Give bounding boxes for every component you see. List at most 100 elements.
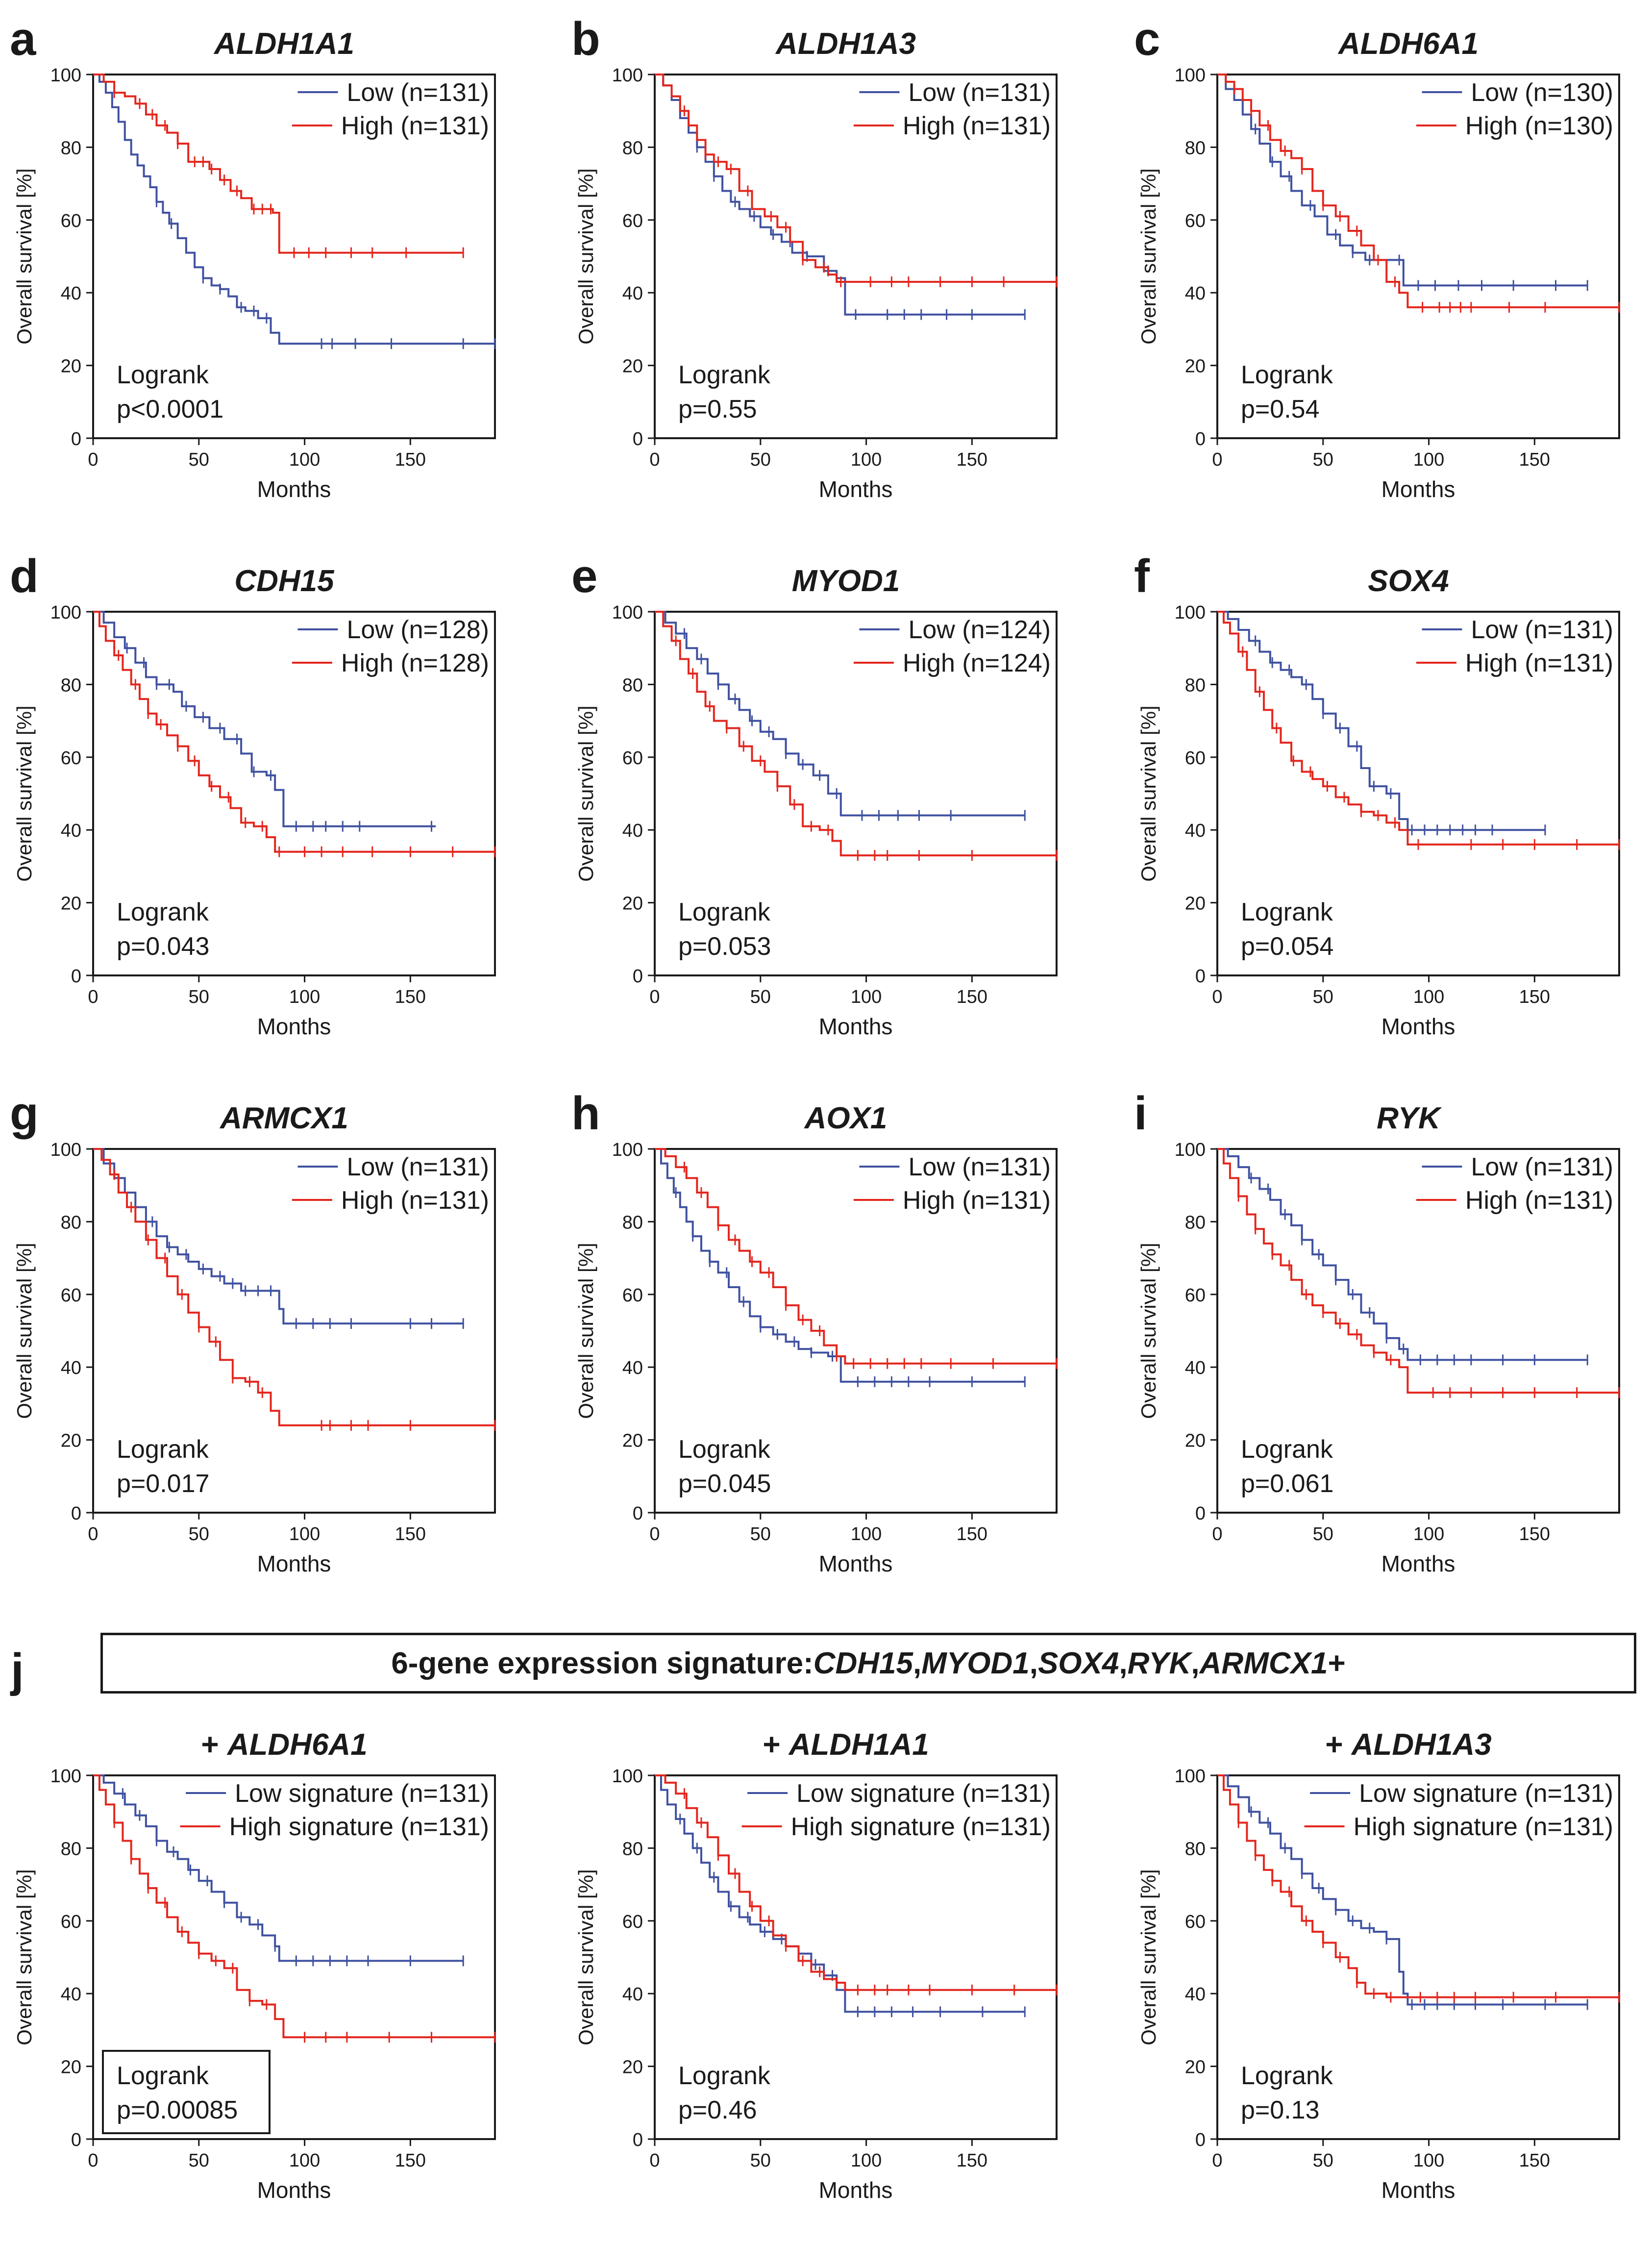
logrank-label: Logrank — [117, 898, 209, 926]
y-tick-label: 60 — [1185, 211, 1206, 231]
x-axis-label: Months — [257, 2177, 331, 2203]
x-axis-label: Months — [1381, 2177, 1455, 2203]
y-tick-label: 80 — [1185, 675, 1206, 696]
panel-letter: h — [571, 1087, 600, 1140]
x-tick-label: 150 — [395, 987, 426, 1007]
y-tick-label: 20 — [622, 894, 643, 914]
y-tick-label: 20 — [1185, 2057, 1206, 2078]
km-curve-high — [1217, 1148, 1619, 1394]
legend-label-low: Low (n=131) — [908, 1153, 1051, 1181]
legend-label-high: High signature (n=131) — [791, 1813, 1051, 1841]
y-tick-label: 0 — [1195, 429, 1206, 449]
plot-frame — [1216, 1148, 1620, 1514]
km-curve-low — [655, 74, 1025, 316]
y-axis-label: Overall survival [%] — [574, 168, 597, 344]
y-tick-label: 20 — [61, 2057, 81, 2078]
y-axis-label: Overall survival [%] — [1137, 705, 1160, 881]
y-tick-label: 0 — [633, 429, 643, 449]
logrank-p-value: p=0.043 — [117, 932, 209, 961]
y-tick-label: 80 — [61, 1839, 81, 1859]
y-tick-label: 80 — [622, 1212, 643, 1233]
logrank-label: Logrank — [117, 2062, 209, 2090]
y-tick-label: 60 — [622, 1912, 643, 1932]
panel-title: CDH15 — [234, 564, 335, 598]
y-tick-label: 40 — [622, 1984, 643, 2005]
y-axis-label: Overall survival [%] — [13, 705, 36, 881]
x-tick-label: 0 — [1212, 449, 1222, 470]
y-tick-label: 0 — [633, 1503, 643, 1524]
x-tick-label: 100 — [289, 987, 320, 1007]
y-tick-label: 0 — [71, 429, 81, 449]
km-curve-high — [655, 1774, 1057, 1991]
panel-title: ALDH1A1 — [213, 27, 354, 61]
y-tick-label: 100 — [612, 1140, 643, 1160]
x-tick-label: 150 — [395, 1524, 426, 1545]
legend-label-high: High (n=131) — [341, 1186, 489, 1215]
x-axis-label: Months — [1381, 476, 1455, 502]
logrank-label: Logrank — [1241, 1435, 1333, 1464]
km-curve-low — [1217, 74, 1588, 287]
x-axis-label: Months — [819, 476, 893, 502]
panel-letter: b — [571, 13, 600, 65]
y-tick-label: 20 — [1185, 1431, 1206, 1451]
x-tick-label: 150 — [957, 987, 987, 1007]
plot-frame — [92, 1148, 496, 1514]
x-axis-label: Months — [1381, 1014, 1455, 1039]
x-tick-label: 150 — [957, 2150, 987, 2171]
x-tick-label: 0 — [649, 987, 660, 1007]
panel-title: RYK — [1377, 1101, 1442, 1135]
km-curve-high — [93, 1148, 495, 1426]
km-panel-h: h AOX1 0 20 40 60 80 100 0 50 100 150 Months Overall … — [571, 1087, 1058, 1576]
y-tick-label: 100 — [1175, 1140, 1206, 1160]
legend-label-low: Low (n=131) — [346, 1153, 489, 1181]
x-tick-label: 0 — [649, 1524, 660, 1545]
y-tick-label: 0 — [71, 2130, 81, 2150]
plot-frame — [92, 74, 496, 439]
y-tick-label: 100 — [50, 65, 81, 86]
plot-frame — [1216, 611, 1620, 976]
legend-label-high: High (n=124) — [903, 649, 1051, 677]
x-axis-label: Months — [819, 1551, 893, 1576]
x-tick-label: 0 — [88, 449, 98, 470]
km-panel-j1: + ALDH6A1 0 20 40 60 80 100 0 50 100 150 Months Over… — [13, 1728, 496, 2203]
km-curve-high — [655, 74, 1057, 283]
y-tick-label: 80 — [622, 1839, 643, 1859]
legend-label-high: High (n=130) — [1465, 112, 1613, 140]
x-tick-label: 150 — [1519, 987, 1550, 1007]
logrank-label: Logrank — [117, 361, 209, 389]
y-tick-label: 40 — [1185, 283, 1206, 304]
y-tick-label: 100 — [1175, 1766, 1206, 1787]
km-curve-high — [655, 611, 1057, 857]
plot-frame — [654, 1148, 1058, 1514]
signature-box: 6-gene expression signature: CDH15 , MYO… — [100, 1633, 1636, 1694]
x-tick-label: 0 — [649, 449, 660, 470]
x-tick-label: 150 — [395, 449, 426, 470]
y-tick-label: 0 — [633, 2130, 643, 2150]
x-tick-label: 50 — [189, 1524, 209, 1545]
km-curve-high — [1217, 611, 1619, 846]
km-panel-d: d CDH15 0 20 40 60 80 100 0 50 100 150 Months Overall… — [10, 550, 496, 1039]
y-tick-label: 60 — [1185, 1285, 1206, 1306]
y-axis-label: Overall survival [%] — [13, 168, 36, 344]
y-tick-label: 20 — [622, 2057, 643, 2078]
y-tick-label: 40 — [1185, 821, 1206, 841]
y-tick-label: 60 — [1185, 1912, 1206, 1932]
logrank-label: Logrank — [678, 898, 771, 926]
legend-label-high: High (n=131) — [1465, 1186, 1613, 1215]
logrank-label: Logrank — [678, 361, 771, 389]
km-panel-g: g ARMCX1 0 20 40 60 80 100 0 50 100 150 Months Overal… — [10, 1087, 496, 1576]
y-tick-label: 60 — [61, 748, 81, 769]
panel-title: MYOD1 — [792, 564, 900, 598]
x-tick-label: 100 — [1413, 449, 1444, 470]
y-tick-label: 80 — [1185, 1212, 1206, 1233]
legend-label-low: Low (n=131) — [1471, 1153, 1613, 1181]
panel-title: AOX1 — [804, 1101, 888, 1135]
km-panel-c: c ALDH6A1 0 20 40 60 80 100 0 50 100 150 Months Overa… — [1134, 13, 1620, 502]
km-curve-low — [655, 1774, 1025, 2013]
x-tick-label: 0 — [1212, 2150, 1222, 2171]
y-tick-label: 60 — [1185, 748, 1206, 769]
panel-title: + ALDH1A1 — [763, 1728, 929, 1762]
y-tick-label: 60 — [61, 211, 81, 231]
signature-gene-armcx1: ARMCX1 — [1199, 1646, 1328, 1680]
panel-letter: j — [10, 1644, 24, 1696]
